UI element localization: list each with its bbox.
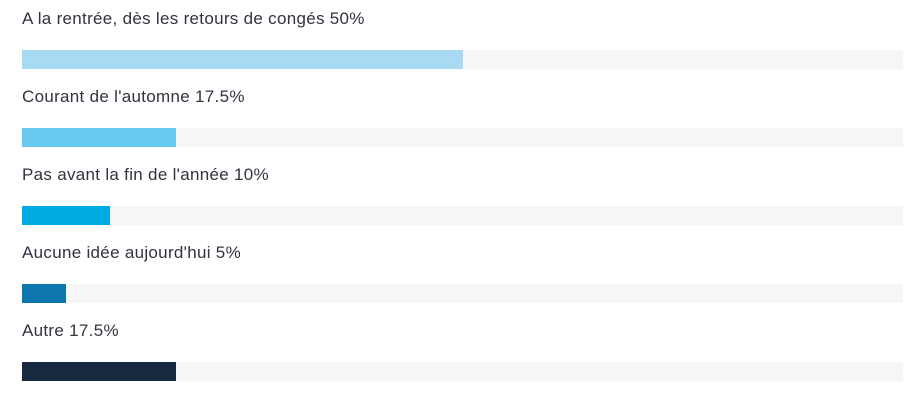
bar-track: [22, 128, 903, 147]
bar-row: Aucune idée aujourd'hui 5%: [22, 242, 903, 303]
bar-row: Courant de l'automne 17.5%: [22, 86, 903, 147]
bar-label: Pas avant la fin de l'année 10%: [22, 165, 269, 184]
bar-label: Autre 17.5%: [22, 321, 119, 340]
bar-track: [22, 362, 903, 381]
bar-label: Aucune idée aujourd'hui 5%: [22, 243, 241, 262]
bar-fill: [22, 128, 177, 147]
bar-fill: [22, 50, 463, 69]
bar-track: [22, 284, 903, 303]
bar-row: Pas avant la fin de l'année 10%: [22, 164, 903, 225]
bar-label: A la rentrée, dès les retours de congés …: [22, 9, 365, 28]
bar-fill: [22, 284, 67, 303]
bar-fill: [22, 206, 111, 225]
bar-fill: [22, 362, 177, 381]
bar-track: [22, 206, 903, 225]
bar-label: Courant de l'automne 17.5%: [22, 87, 245, 106]
bar-row: Autre 17.5%: [22, 320, 903, 381]
bar-track: [22, 50, 903, 69]
bar-row: A la rentrée, dès les retours de congés …: [22, 8, 903, 69]
